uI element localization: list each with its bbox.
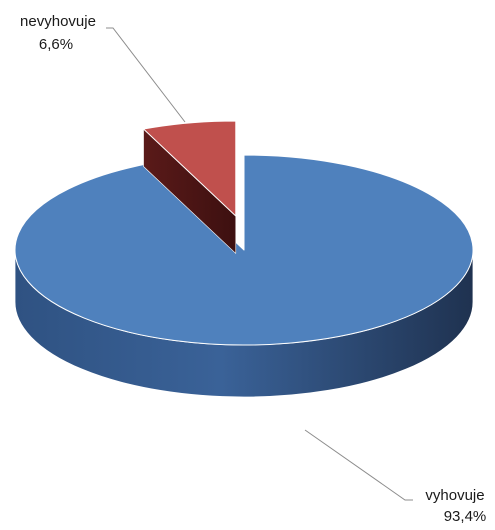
data-label-vyhovuje-value: 93,4% (444, 508, 487, 525)
slice-nevyhovuje[interactable] (143, 120, 237, 217)
slice-vyhovuje[interactable] (14, 154, 474, 346)
data-label-vyhovuje-name: vyhovuje (425, 487, 484, 504)
data-label-nevyhovuje-value: 6,6% (39, 36, 73, 53)
leader-line-vyhovuje (304, 429, 413, 501)
leader-line-nevyhovuje (106, 27, 186, 123)
data-label-nevyhovuje-name: nevyhovuje (20, 13, 96, 30)
